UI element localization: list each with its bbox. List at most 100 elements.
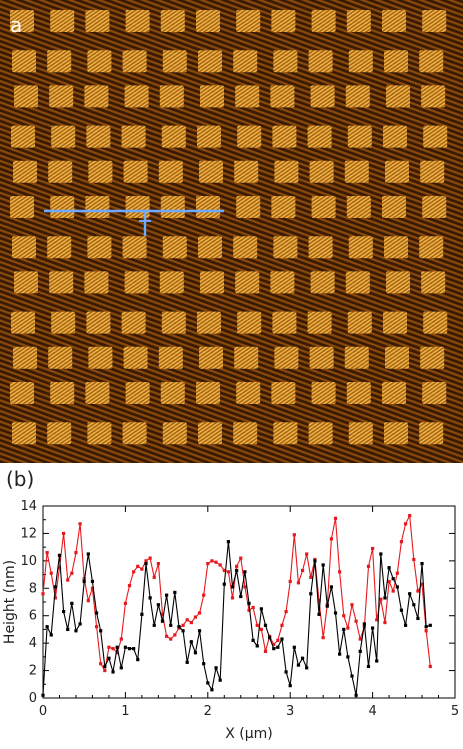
data-point: [305, 552, 309, 556]
afm-tile: [422, 10, 447, 32]
data-point: [181, 629, 185, 633]
afm-tile: [272, 311, 297, 334]
data-point: [329, 585, 333, 589]
data-point: [342, 627, 346, 632]
afm-tile: [419, 236, 444, 259]
data-point: [140, 612, 144, 616]
afm-tile: [382, 382, 406, 404]
data-point: [169, 623, 173, 627]
data-point: [123, 645, 127, 649]
data-point: [292, 645, 296, 649]
data-point: [424, 629, 428, 633]
series-1: [41, 513, 432, 673]
data-point: [103, 664, 107, 669]
data-point: [173, 590, 177, 594]
data-point: [53, 585, 57, 589]
data-point: [218, 563, 222, 567]
y-tick-label: 0: [29, 691, 37, 706]
afm-tile: [234, 160, 259, 183]
afm-tile: [200, 85, 224, 108]
afm-tile: [10, 196, 34, 218]
series-0: [41, 540, 432, 697]
data-point: [185, 660, 189, 664]
data-point: [119, 666, 123, 670]
afm-tile: [10, 382, 34, 404]
data-point: [103, 668, 107, 673]
afm-tile: [51, 311, 76, 334]
afm-tile: [234, 346, 259, 369]
afm-tile: [308, 236, 333, 259]
data-point: [41, 693, 45, 697]
data-point: [391, 589, 395, 593]
data-point: [57, 566, 62, 570]
data-point: [86, 552, 90, 556]
afm-tile: [85, 382, 110, 404]
data-point: [272, 647, 276, 651]
data-point: [148, 596, 152, 600]
afm-tile: [420, 160, 445, 183]
data-point: [342, 614, 346, 618]
data-point: [263, 649, 268, 653]
data-point: [354, 619, 358, 623]
data-point: [358, 637, 362, 641]
data-point: [136, 658, 140, 662]
afm-tile: [87, 422, 112, 445]
afm-tile: [125, 196, 150, 218]
afm-tile: [158, 160, 183, 183]
afm-tile: [122, 236, 147, 259]
data-point: [428, 664, 432, 669]
afm-tile: [161, 125, 186, 148]
data-point: [268, 636, 272, 640]
data-point: [300, 568, 305, 573]
data-point: [140, 567, 144, 571]
afm-tile: [122, 50, 147, 73]
afm-tile: [348, 236, 373, 259]
afm-tile: [11, 311, 35, 334]
data-point: [292, 533, 296, 537]
afm-tile: [160, 382, 185, 404]
data-point: [296, 581, 301, 585]
data-point: [127, 583, 132, 588]
data-point: [391, 577, 395, 581]
data-point: [62, 531, 66, 536]
afm-tile: [121, 125, 146, 148]
afm-tile: [348, 422, 373, 445]
afm-tile: [384, 236, 408, 259]
afm-tile: [310, 85, 335, 108]
panel-a-label: a: [10, 13, 23, 37]
x-tick-label: 1: [121, 704, 129, 719]
afm-tile: [344, 160, 369, 183]
afm-tile: [84, 271, 109, 294]
afm-tile: [271, 196, 296, 218]
afm-tile: [48, 346, 73, 369]
data-point: [338, 570, 342, 574]
data-point: [387, 566, 391, 570]
afm-tile: [311, 196, 336, 218]
data-point: [132, 570, 136, 574]
data-point: [366, 564, 371, 568]
data-point: [66, 627, 70, 632]
afm-tile: [85, 196, 110, 218]
afm-tile: [196, 10, 220, 32]
data-point: [329, 537, 333, 541]
data-point: [41, 592, 45, 596]
data-point: [350, 603, 354, 607]
data-point: [156, 562, 160, 566]
afm-tile: [125, 382, 150, 404]
data-point: [45, 551, 49, 555]
afm-tile: [158, 346, 183, 369]
afm-tile: [14, 271, 38, 294]
afm-tile: [198, 50, 222, 73]
afm-tile: [273, 50, 298, 73]
data-point: [375, 618, 379, 622]
data-point: [255, 644, 259, 648]
afm-tile: [309, 160, 334, 183]
data-point: [49, 633, 53, 637]
series-group: [41, 513, 432, 697]
data-point: [424, 625, 428, 629]
afm-tile: [84, 85, 109, 108]
afm-tile: [383, 311, 407, 334]
data-point: [333, 516, 338, 520]
data-point: [263, 623, 268, 627]
data-point: [247, 601, 251, 605]
